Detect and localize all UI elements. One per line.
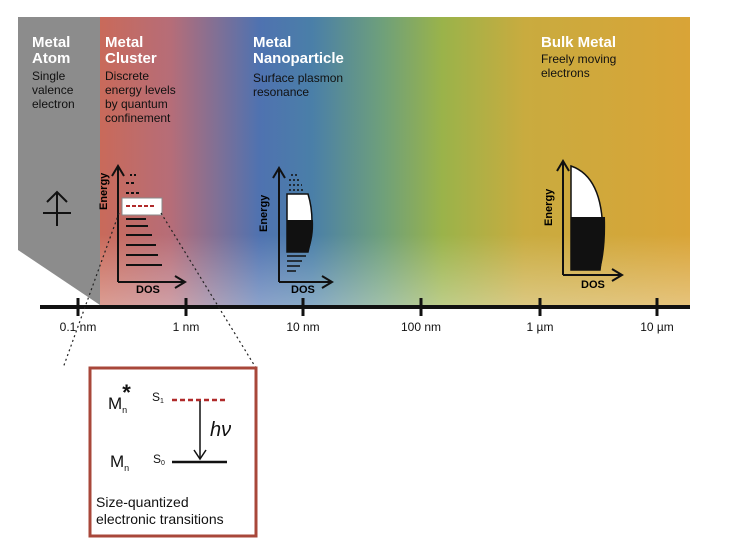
tick-label-1nm: 1 nm: [172, 320, 200, 334]
atom-desc-line: electron: [32, 97, 75, 111]
atom-title-line2: Atom: [32, 50, 71, 67]
nanoparticle-title-line2: Nanoparticle: [253, 50, 344, 67]
bulk-desc: Freely moving electrons: [541, 52, 616, 80]
zoom-line-right: [160, 212, 257, 369]
cluster-title: Metal Cluster: [105, 35, 157, 67]
atom-desc-line: valence: [32, 83, 74, 97]
bulk-desc-line: electrons: [541, 66, 590, 80]
inset-caption: Size-quantized electronic transitions: [96, 494, 224, 528]
cluster-dos-label: DOS: [136, 284, 160, 296]
atom-desc-line: Single: [32, 69, 66, 83]
cluster-desc-line: by quantum: [105, 97, 168, 111]
photon-nu: ν: [221, 419, 232, 441]
nanoparticle-energy-label: Energy: [258, 194, 270, 232]
s0-subscript: 0: [161, 460, 165, 467]
nanoparticle-desc-line: Surface plasmon: [253, 71, 344, 85]
s1-subscript: 1: [160, 398, 164, 405]
cluster-title-line2: Cluster: [105, 50, 157, 67]
spin-up-arrow-icon: [43, 190, 71, 226]
excited-state-label: Mn*: [108, 380, 136, 415]
tick-label-0.1nm: 0.1 nm: [59, 320, 97, 334]
atom-title: Metal Atom: [32, 35, 70, 67]
cluster-desc: Discrete energy levels by quantum confin…: [105, 69, 176, 125]
bulk-title: Bulk Metal: [541, 35, 616, 51]
cluster-desc-line: energy levels: [105, 83, 176, 97]
tick-label-100nm: 100 nm: [400, 320, 442, 334]
inset-caption-line1: Size-quantized: [96, 494, 189, 510]
nanoparticle-desc: Surface plasmon resonance: [253, 71, 343, 99]
cluster-energy-label: Energy: [98, 172, 110, 210]
s1-symbol: S: [152, 390, 161, 404]
atom-title-line1: Metal: [32, 34, 71, 51]
photon-label: hν: [210, 419, 231, 442]
excited-state-symbol: M: [108, 394, 123, 413]
ground-state-label: Mn: [110, 452, 129, 473]
inset-box: [88, 366, 258, 538]
bulk-title-line1: Bulk Metal: [541, 34, 617, 51]
bulk-desc-line: Freely moving: [541, 52, 617, 66]
nanoparticle-dos-plot: [272, 166, 334, 289]
photon-h: h: [210, 419, 222, 441]
tick-label-10um: 10 µm: [640, 320, 674, 334]
scale-ticks: [76, 298, 659, 316]
ground-state-subscript: n: [124, 463, 130, 473]
inset-caption-line2: electronic transitions: [96, 511, 224, 527]
tick-label-1um: 1 µm: [526, 320, 554, 334]
atom-desc: Single valence electron: [32, 69, 75, 111]
s0-symbol: S: [153, 452, 162, 466]
s0-label: S0: [153, 452, 165, 467]
nanoparticle-desc-line: resonance: [253, 85, 310, 99]
excited-state-star: *: [122, 380, 131, 405]
tick-label-10nm: 10 nm: [286, 320, 320, 334]
excited-state-subscript: n: [122, 405, 128, 415]
cluster-dos-plot: [111, 164, 187, 289]
nanoparticle-title-line1: Metal: [253, 34, 292, 51]
s1-label: S1: [152, 390, 164, 405]
bulk-dos-label: DOS: [581, 279, 605, 291]
cluster-title-line1: Metal: [105, 34, 144, 51]
cluster-desc-line: Discrete: [105, 69, 150, 83]
nanoparticle-dos-label: DOS: [291, 284, 315, 296]
ground-state-symbol: M: [110, 452, 125, 471]
cluster-desc-line: confinement: [105, 111, 171, 125]
bulk-dos-plot: [556, 159, 624, 282]
bulk-energy-label: Energy: [543, 188, 555, 226]
nanoparticle-title: Metal Nanoparticle: [253, 35, 344, 67]
atom-band: [18, 17, 100, 305]
